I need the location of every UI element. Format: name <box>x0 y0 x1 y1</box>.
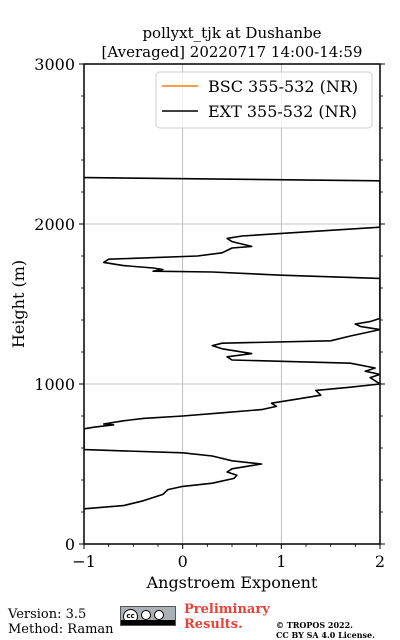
method-text: Method: Raman <box>8 622 114 637</box>
y-tick-label: 0 <box>65 535 75 554</box>
x-tick-label: 0 <box>178 552 188 571</box>
series-line-1 <box>84 176 380 510</box>
x-tick-label: 2 <box>375 552 385 571</box>
y-tick-label: 1000 <box>34 375 75 394</box>
sa-icon <box>154 610 164 620</box>
legend-label-bsc: BSC 355-532 (NR) <box>208 77 358 96</box>
cc-license-badge: cc <box>120 606 176 626</box>
chart-subtitle: [Averaged] 20220717 14:00-14:59 <box>102 43 363 61</box>
preliminary-results-label: Preliminary Results. <box>184 602 270 632</box>
series-lines <box>84 176 380 510</box>
version-text: Version: 3.5 <box>8 607 87 622</box>
copyright-line-1: © TROPOS 2022. <box>276 620 353 630</box>
plot-frame <box>83 63 381 545</box>
y-tick-label: 2000 <box>34 215 75 234</box>
x-tick-label: 1 <box>276 552 286 571</box>
cc-badge-bar <box>121 620 175 625</box>
legend: BSC 355-532 (NR) EXT 355-532 (NR) <box>155 71 373 129</box>
preliminary-line-2: Results. <box>184 617 243 632</box>
y-axis-label: Height (m) <box>9 260 28 348</box>
copyright-line-2: CC BY SA 4.0 License. <box>276 630 375 640</box>
by-icon <box>141 610 151 620</box>
y-tick-label: 3000 <box>34 55 75 74</box>
copyright-notice: © TROPOS 2022. CC BY SA 4.0 License. <box>276 620 375 640</box>
grid-lines <box>83 63 381 545</box>
chart-title: pollyxt_tjk at Dushanbe <box>142 24 321 42</box>
x-tick-label: −1 <box>72 552 96 571</box>
legend-label-ext: EXT 355-532 (NR) <box>208 102 357 121</box>
preliminary-line-1: Preliminary <box>184 602 270 617</box>
x-axis-label: Angstroem Exponent <box>146 573 318 592</box>
legend-box <box>155 71 373 129</box>
